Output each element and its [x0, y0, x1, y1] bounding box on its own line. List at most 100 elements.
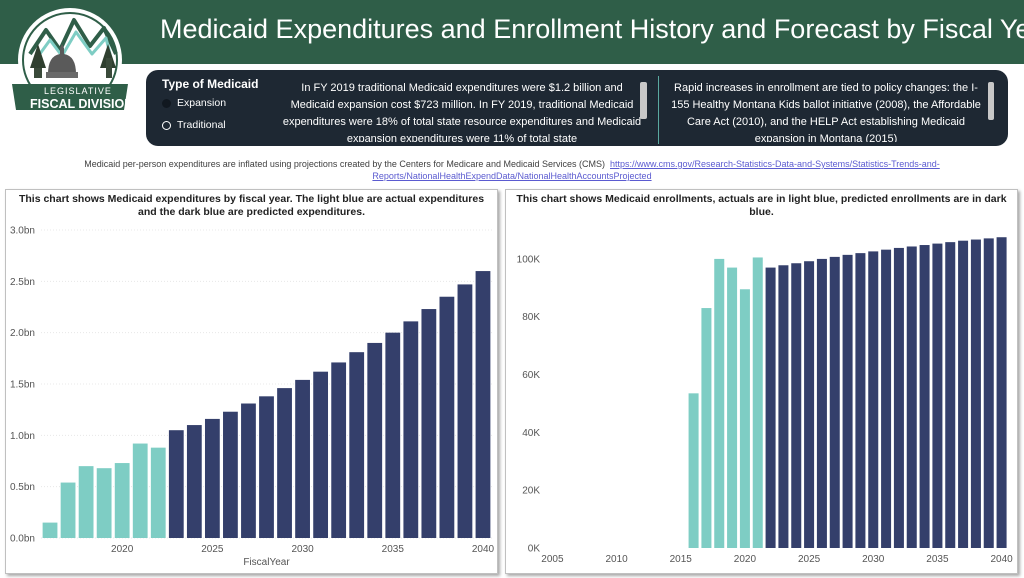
expenditures-chart-panel: This chart shows Medicaid expenditures b…	[5, 189, 498, 574]
y-tick-label: 0.0bn	[10, 534, 35, 545]
x-tick-label: 2020	[734, 554, 757, 565]
y-tick-label: 0.5bn	[10, 482, 35, 493]
cms-note-text: Medicaid per-person expenditures are inf…	[84, 159, 605, 169]
bar-actual	[714, 258, 725, 548]
expenditure-summary-text[interactable]: In FY 2019 traditional Medicaid expendit…	[282, 82, 642, 142]
bar-actual	[60, 482, 76, 538]
y-tick-label: 60K	[522, 370, 540, 381]
radio-expansion[interactable]: Expansion	[162, 97, 226, 109]
bar-predicted	[475, 271, 491, 538]
bar-predicted	[186, 425, 202, 538]
bar-predicted	[906, 246, 917, 548]
bar-predicted	[855, 253, 866, 549]
bar-predicted	[204, 418, 220, 538]
x-tick-label: 2020	[111, 544, 134, 555]
bar-predicted	[403, 321, 419, 538]
bar-predicted	[295, 379, 310, 538]
x-tick-label: 2025	[201, 544, 224, 555]
logo-line-2: FISCAL DIVISION	[30, 97, 134, 111]
bar-predicted	[313, 371, 329, 538]
x-tick-label: 2030	[291, 544, 314, 555]
x-tick-label: 2025	[798, 554, 821, 565]
logo-emblem-icon	[12, 8, 128, 112]
bar-predicted	[791, 263, 802, 548]
bar-predicted	[983, 238, 994, 548]
y-tick-label: 0K	[528, 544, 541, 555]
bar-predicted	[816, 258, 827, 548]
header-bar: Medicaid Expenditures and Enrollment His…	[0, 0, 1024, 64]
info-bar: Type of Medicaid Expansion Traditional I…	[146, 70, 1008, 146]
x-tick-label: 2005	[541, 554, 564, 565]
x-tick-label: 2010	[605, 554, 628, 565]
x-tick-label: 2030	[862, 554, 885, 565]
bar-predicted	[778, 265, 789, 548]
radio-selected-icon	[162, 98, 171, 108]
bar-predicted	[168, 430, 184, 538]
bar-predicted	[996, 237, 1007, 548]
bar-actual	[752, 257, 763, 548]
bar-predicted	[331, 362, 347, 538]
bar-predicted	[868, 251, 879, 548]
bar-predicted	[970, 239, 981, 548]
bar-actual	[96, 468, 112, 538]
bar-predicted	[881, 249, 892, 548]
radio-expansion-label: Expansion	[177, 97, 227, 109]
bar-predicted	[958, 240, 969, 549]
bar-predicted	[765, 267, 776, 548]
y-tick-label: 20K	[522, 486, 540, 497]
cms-link[interactable]: https://www.cms.gov/Research-Statistics-…	[372, 159, 940, 181]
x-axis-label: FiscalYear	[243, 557, 290, 568]
enrollment-summary-text[interactable]: Rapid increases in enrollment are tied t…	[671, 82, 981, 142]
bar-predicted	[945, 242, 956, 548]
enrollments-chart-title: This chart shows Medicaid enrollments, a…	[516, 193, 1007, 218]
expenditures-chart[interactable]: 0.0bn 0.5bn 1.0bn 1.5bn 2.0bn 2.5bn 3.0bn 2020 2…	[6, 190, 497, 573]
y-tick-label: 40K	[522, 428, 540, 439]
summary-scrollbar[interactable]	[640, 82, 647, 119]
x-tick-label: 2040	[472, 544, 495, 555]
x-tick-label: 2035	[926, 554, 949, 565]
y-tick-label: 1.5bn	[10, 380, 35, 391]
bar-predicted	[842, 254, 853, 548]
enrollments-chart-panel: This chart shows Medicaid enrollments, a…	[505, 189, 1018, 574]
bar-actual	[739, 289, 750, 548]
y-tick-label: 100K	[517, 254, 541, 265]
radio-unselected-icon	[162, 120, 171, 130]
bar-predicted	[259, 396, 274, 538]
x-tick-label: 2040	[990, 554, 1013, 565]
y-tick-label: 2.0bn	[10, 328, 35, 339]
bar-actual	[150, 447, 166, 538]
bar-actual	[114, 463, 130, 538]
bar-predicted	[439, 296, 455, 538]
x-tick-label: 2015	[670, 554, 693, 565]
bar-predicted	[367, 342, 383, 538]
bar-predicted	[893, 247, 904, 548]
bar-actual	[688, 393, 699, 548]
info-divider	[658, 76, 659, 144]
enrollments-chart[interactable]: 0K 20K 40K 60K 80K 100K 2005 2010 2015 2020 2025 20…	[506, 190, 1017, 573]
y-tick-label: 3.0bn	[10, 226, 35, 237]
bar-actual	[701, 308, 712, 548]
bar-predicted	[919, 245, 930, 549]
bar-predicted	[277, 388, 292, 538]
filter-title: Type of Medicaid	[162, 77, 259, 91]
y-tick-label: 2.5bn	[10, 277, 35, 288]
bar-actual	[78, 466, 94, 538]
bar-predicted	[804, 261, 815, 548]
bar-actual	[727, 267, 738, 548]
bar-predicted	[932, 243, 943, 548]
enrollment-scrollbar[interactable]	[988, 82, 994, 120]
bar-actual	[42, 522, 58, 538]
radio-traditional-label: Traditional	[177, 119, 226, 131]
bar-predicted	[223, 411, 238, 538]
page-title: Medicaid Expenditures and Enrollment His…	[160, 14, 1024, 44]
bar-predicted	[349, 352, 365, 538]
logo-line-1: LEGISLATIVE	[44, 86, 112, 96]
radio-traditional[interactable]: Traditional	[162, 119, 226, 131]
cms-note: Medicaid per-person expenditures are inf…	[0, 158, 1024, 182]
expenditures-chart-title: This chart shows Medicaid expenditures b…	[18, 193, 485, 218]
fiscal-division-logo: LEGISLATIVE FISCAL DIVISION	[8, 6, 138, 118]
bar-predicted	[385, 332, 401, 538]
bar-predicted	[457, 284, 473, 538]
bar-predicted	[829, 256, 840, 548]
bar-predicted	[421, 309, 437, 538]
